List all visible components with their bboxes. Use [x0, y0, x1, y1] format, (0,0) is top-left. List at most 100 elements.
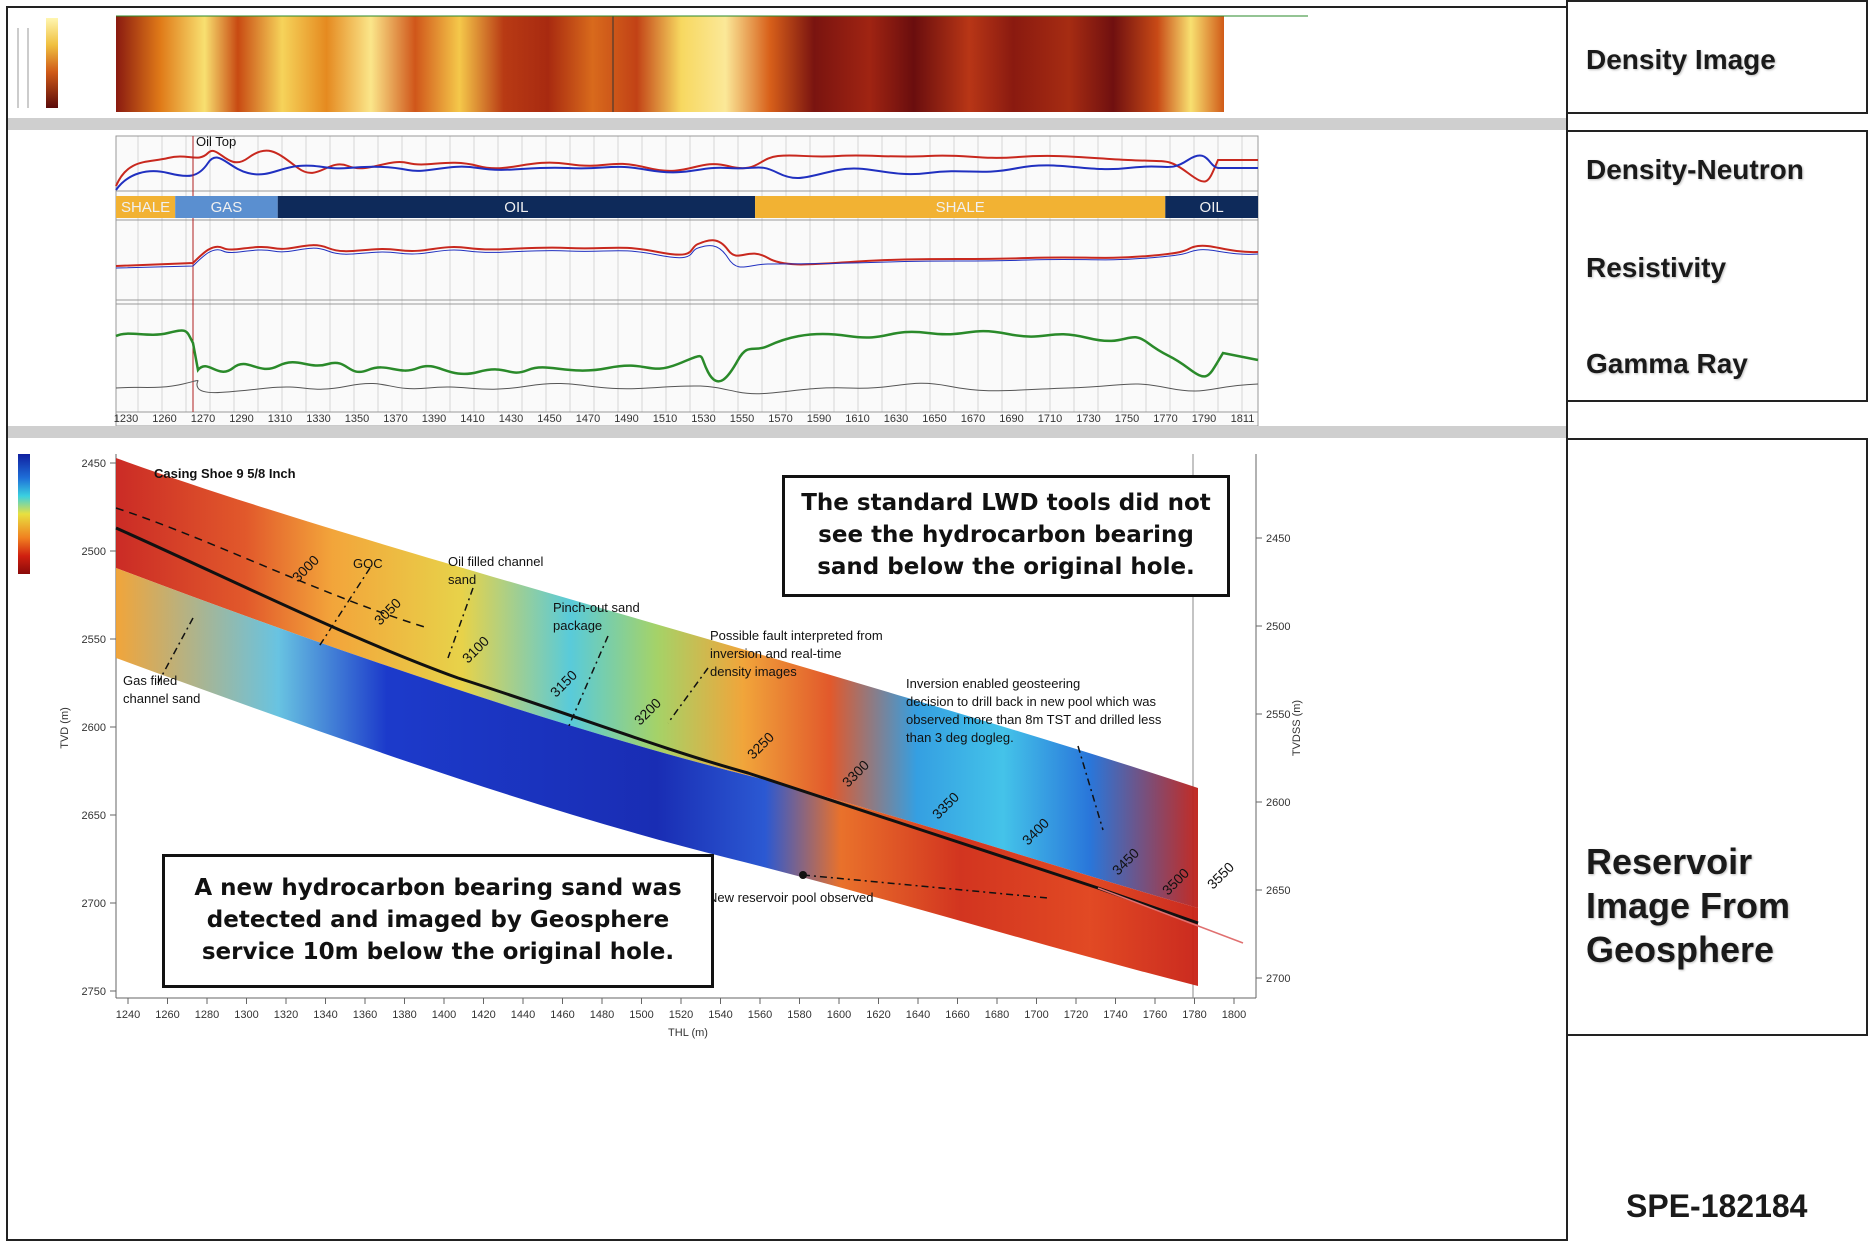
- callout-top-line-1: The standard LWD tools did not: [801, 490, 1211, 517]
- tvd-tick-2750: 2750: [82, 986, 106, 998]
- side-box-logs: [1566, 130, 1868, 402]
- log-tick-25: 1730: [1076, 413, 1100, 425]
- log-tick-17: 1570: [768, 413, 792, 425]
- tvdss-tick-2700: 2700: [1266, 973, 1290, 985]
- log-tick-13: 1490: [614, 413, 638, 425]
- thl-tick-1660: 1660: [945, 1009, 969, 1021]
- log-tick-10: 1430: [499, 413, 523, 425]
- log-depth-ticks: 1230 1260 1270 1290 1310 1330 1350 1370 1390 1410…: [114, 413, 1255, 425]
- density-image-panel: [8, 8, 1566, 118]
- log-tracks-panel: Oil Top SHALE GAS OIL SHALE OIL 1230 1260 1270…: [114, 134, 1259, 427]
- thl-tick-1600: 1600: [827, 1009, 851, 1021]
- tvdss-axis-label: TVDSS (m): [1291, 700, 1303, 756]
- log-tick-7: 1370: [383, 413, 407, 425]
- log-tick-11: 1450: [537, 413, 561, 425]
- thl-tick-1360: 1360: [353, 1009, 377, 1021]
- zone-4: [1165, 196, 1258, 218]
- thl-tick-1420: 1420: [471, 1009, 495, 1021]
- zone-2: [277, 196, 756, 218]
- caliper-curve: [115, 380, 1259, 395]
- panel-separator-2: [8, 426, 1566, 438]
- thl-tick-1480: 1480: [590, 1009, 614, 1021]
- label-gamma-ray: Gamma Ray: [1586, 348, 1748, 379]
- log-tick-23: 1690: [999, 413, 1023, 425]
- tvd-tick-2700: 2700: [82, 898, 106, 910]
- zone-label-3: SHALE: [936, 199, 985, 216]
- thl-tick-1320: 1320: [274, 1009, 298, 1021]
- density-curve: [115, 149, 1258, 187]
- label-reservoir-line-3: Geosphere: [1586, 929, 1775, 970]
- callout-bottom-line-3: service 10m below the original hole.: [201, 938, 675, 965]
- thl-tick-1260: 1260: [155, 1009, 179, 1021]
- inversion-label-4: than 3 deg dogleg.: [906, 730, 1014, 745]
- fault-label-3: density images: [710, 664, 797, 679]
- reservoir-image-panel: 3000305031003150320032503300335034003450…: [8, 438, 1566, 1239]
- thl-tick-1620: 1620: [866, 1009, 890, 1021]
- inversion-band-lower: [116, 568, 1198, 986]
- inversion-band-upper: [116, 458, 1198, 908]
- new-pool-label: New reservoir pool observed: [708, 890, 873, 905]
- inversion-label-3: observed more than 8m TST and drilled le…: [906, 712, 1162, 727]
- gas-sand-label-1: Gas filled: [123, 673, 177, 688]
- reference-label: SPE-182184: [1626, 1188, 1808, 1224]
- thl-tick-1800: 1800: [1222, 1009, 1246, 1021]
- log-tick-24: 1710: [1038, 413, 1062, 425]
- thl-tick-1460: 1460: [550, 1009, 574, 1021]
- thl-tick-1720: 1720: [1064, 1009, 1088, 1021]
- trajectory-annotations: [157, 567, 1104, 899]
- log-tick-0: 1230: [114, 413, 138, 425]
- tvdss-tick-2500: 2500: [1266, 621, 1290, 633]
- label-reservoir-line-1: Reservoir: [1586, 841, 1753, 882]
- log-tick-18: 1590: [807, 413, 831, 425]
- tvdss-tick-2550: 2550: [1266, 709, 1290, 721]
- gas-sand-label-2: channel sand: [123, 691, 200, 706]
- tvd-axis: 2450 2500 2550 2600 2650 2700 2750: [82, 458, 116, 998]
- zone-1: [175, 196, 278, 218]
- tvd-tick-2550: 2550: [82, 634, 106, 646]
- tvdss-tick-2650: 2650: [1266, 885, 1290, 897]
- inversion-label-1: Inversion enabled geosteering: [906, 676, 1080, 691]
- fault-label-2: inversion and real-time: [710, 646, 842, 661]
- label-resistivity: Resistivity: [1586, 252, 1727, 283]
- thl-tick-1580: 1580: [787, 1009, 811, 1021]
- oil-top-label: Oil Top: [196, 134, 236, 149]
- well-trajectory: [115, 526, 1199, 925]
- thl-tick-1440: 1440: [511, 1009, 535, 1021]
- log-tick-1: 1260: [152, 413, 176, 425]
- thl-tick-1340: 1340: [313, 1009, 337, 1021]
- label-reservoir-image: Reservoir Image From Geosphere: [1586, 840, 1790, 972]
- zone-label-1: GAS: [211, 199, 243, 216]
- thl-axis: 1240 1260 1280 1300 1320 1340 1360 1380 1400 1420…: [116, 998, 1246, 1021]
- callout-bottom: A new hydrocarbon bearing sand was detec…: [162, 854, 714, 988]
- thl-tick-1760: 1760: [1143, 1009, 1167, 1021]
- zone-label-2: OIL: [504, 199, 528, 216]
- density-color-scale: [46, 18, 58, 108]
- fault-label-1: Possible fault interpreted from: [710, 628, 883, 643]
- label-density-image: Density Image: [1586, 44, 1776, 75]
- log-tick-12: 1470: [576, 413, 600, 425]
- density-image: [116, 16, 1224, 112]
- thl-tick-1500: 1500: [629, 1009, 653, 1021]
- label-reservoir-line-2: Image From: [1586, 885, 1791, 926]
- tvdss-axis: 2450 2500 2550 2600 2650 2700: [1256, 533, 1290, 985]
- log-tick-28: 1790: [1192, 413, 1216, 425]
- log-tick-6: 1350: [345, 413, 369, 425]
- log-tick-9: 1410: [460, 413, 484, 425]
- tvd-tick-2500: 2500: [82, 546, 106, 558]
- thl-tick-1400: 1400: [432, 1009, 456, 1021]
- neutron-curve: [115, 154, 1258, 191]
- thl-tick-1380: 1380: [392, 1009, 416, 1021]
- callout-top-line-3: sand below the original hole.: [817, 553, 1195, 580]
- new-pool-marker: [799, 871, 807, 879]
- main-figure: Oil Top SHALE GAS OIL SHALE OIL 1230 1260 1270…: [6, 6, 1568, 1241]
- log-tick-16: 1550: [730, 413, 754, 425]
- log-tick-22: 1670: [961, 413, 985, 425]
- log-tick-5: 1330: [306, 413, 330, 425]
- callout-top: The standard LWD tools did not see the h…: [782, 475, 1230, 597]
- thl-tick-1540: 1540: [708, 1009, 732, 1021]
- log-tick-26: 1750: [1115, 413, 1139, 425]
- figure-svg: Oil Top SHALE GAS OIL SHALE OIL 1230 1260 1270…: [8, 8, 1566, 1239]
- thl-tick-1300: 1300: [234, 1009, 258, 1021]
- resistivity-color-scale: [18, 454, 30, 574]
- resistivity-deep-curve: [115, 239, 1259, 267]
